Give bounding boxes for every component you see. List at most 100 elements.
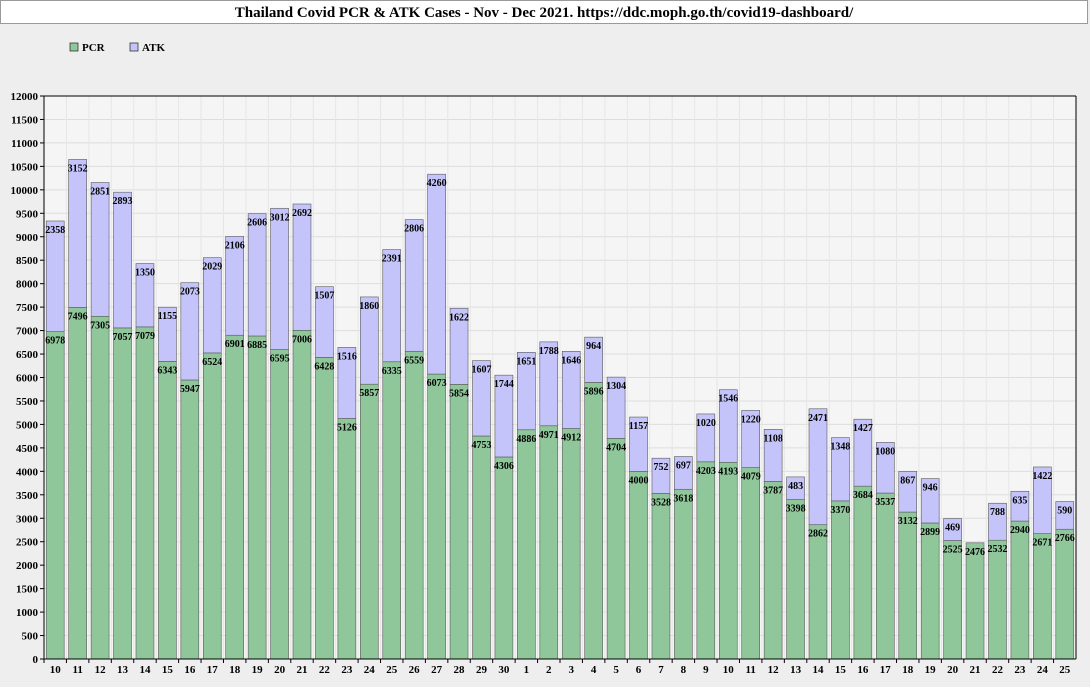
data-label-pcr: 3132 <box>898 516 918 527</box>
data-label-pcr: 5854 <box>449 388 469 399</box>
data-label-atk: 1108 <box>763 433 782 444</box>
bar-pcr <box>763 481 783 660</box>
x-tick-label: 16 <box>857 664 869 676</box>
data-label-atk: 3152 <box>68 163 88 174</box>
y-tick-label: 1500 <box>16 584 39 596</box>
bar-atk <box>180 282 200 381</box>
chart-title: Thailand Covid PCR & ATK Cases - Nov - D… <box>0 0 1088 24</box>
data-label-pcr: 5947 <box>180 384 200 395</box>
x-tick-label: 2 <box>546 664 552 676</box>
x-tick-label: 6 <box>636 664 642 676</box>
data-label-atk: 867 <box>900 475 915 486</box>
data-label-atk: 4260 <box>427 178 447 189</box>
bar-pcr <box>472 435 491 660</box>
x-tick-label: 19 <box>252 664 264 676</box>
data-label-pcr: 4000 <box>629 475 649 486</box>
data-label-atk: 1788 <box>539 346 559 357</box>
axes: 0 500 1000 1500 2000 2500 3000 3500 4000 4500 5000… <box>11 91 1077 676</box>
data-label-pcr: 2532 <box>987 544 1007 555</box>
data-label-atk: 1516 <box>337 351 357 362</box>
bar-pcr <box>561 428 581 660</box>
bar-pcr <box>449 384 469 660</box>
bar-atk <box>718 389 738 463</box>
bar-pcr <box>674 488 693 660</box>
bar-pcr <box>1010 520 1030 660</box>
x-tick-label: 11 <box>72 664 82 676</box>
y-tick-label: 11500 <box>11 114 38 126</box>
data-label-pcr: 2940 <box>1010 525 1030 536</box>
x-tick-label: 15 <box>835 664 847 676</box>
x-tick-label: 4 <box>591 664 597 676</box>
bar-pcr <box>898 511 918 660</box>
legend-label-pcr: PCR <box>82 42 106 54</box>
data-label-pcr: 2525 <box>943 545 963 556</box>
bar-atk <box>90 182 110 317</box>
bar-atk <box>674 456 693 490</box>
data-label-pcr: 6885 <box>247 340 267 351</box>
y-tick-label: 8000 <box>16 279 39 291</box>
bar-pcr <box>651 493 671 660</box>
data-label-pcr: 7006 <box>292 334 312 345</box>
x-tick-label: 11 <box>745 664 755 676</box>
data-labels: 6978 2358 7496 3152 7305 2851 7057 2893 7079 1350… <box>45 163 1075 557</box>
data-label-pcr: 2766 <box>1055 533 1075 544</box>
y-tick-label: 10500 <box>11 161 39 173</box>
data-label-atk: 590 <box>1057 506 1072 517</box>
bar-pcr <box>943 540 962 660</box>
x-tick-label: 10 <box>723 664 735 676</box>
y-tick-label: 10000 <box>11 185 39 197</box>
bar-atk <box>135 263 155 328</box>
data-label-pcr: 7305 <box>90 320 110 331</box>
data-label-pcr: 6335 <box>382 366 402 377</box>
bar-atk <box>225 236 244 336</box>
bar-atk <box>629 416 648 472</box>
y-tick-label: 0 <box>33 654 39 666</box>
y-tick-label: 5500 <box>16 396 39 408</box>
x-tick-label: 17 <box>207 664 219 676</box>
data-label-pcr: 5126 <box>337 423 357 434</box>
data-label-atk: 2851 <box>90 187 110 198</box>
x-tick-label: 16 <box>184 664 196 676</box>
data-label-atk: 2029 <box>202 262 222 273</box>
data-label-atk: 1646 <box>561 355 581 366</box>
x-tick-label: 25 <box>386 664 398 676</box>
data-label-atk: 2391 <box>382 254 402 265</box>
data-label-pcr: 6343 <box>157 365 177 376</box>
data-label-pcr: 6559 <box>404 355 424 366</box>
data-label-pcr: 4753 <box>471 440 491 451</box>
data-label-pcr: 3618 <box>673 493 693 504</box>
data-label-atk: 1157 <box>629 421 648 432</box>
bar-atk <box>561 351 581 429</box>
x-tick-label: 19 <box>925 664 937 676</box>
data-label-pcr: 3537 <box>875 497 895 508</box>
bar-atk <box>1033 466 1052 534</box>
data-label-atk: 788 <box>990 507 1005 518</box>
x-tick-label: 17 <box>880 664 892 676</box>
data-label-pcr: 5896 <box>584 386 604 397</box>
bar-atk <box>113 191 132 329</box>
data-label-pcr: 6073 <box>427 378 447 389</box>
data-label-pcr: 2671 <box>1032 538 1052 549</box>
x-tick-label: 27 <box>431 664 443 676</box>
data-label-atk: 1422 <box>1032 471 1052 482</box>
x-tick-label: 25 <box>1059 664 1071 676</box>
bar-pcr <box>202 352 222 660</box>
data-label-atk: 1744 <box>494 379 514 390</box>
bar-pcr <box>920 522 940 660</box>
legend-swatch-pcr <box>69 42 79 52</box>
data-label-pcr: 3370 <box>830 505 850 516</box>
bar-atk <box>1010 490 1030 522</box>
bar-atk <box>360 296 379 385</box>
bar-pcr <box>808 524 828 660</box>
x-tick-label: 21 <box>297 664 308 676</box>
x-tick-label: 12 <box>95 664 107 676</box>
data-label-atk: 2106 <box>225 240 245 251</box>
x-tick-label: 10 <box>50 664 62 676</box>
bar-pcr <box>494 456 514 660</box>
data-label-atk: 964 <box>586 341 601 352</box>
data-label-atk: 2893 <box>113 196 133 207</box>
bar-pcr <box>629 471 648 660</box>
bar-pcr <box>68 307 87 660</box>
bar-pcr <box>404 350 424 660</box>
